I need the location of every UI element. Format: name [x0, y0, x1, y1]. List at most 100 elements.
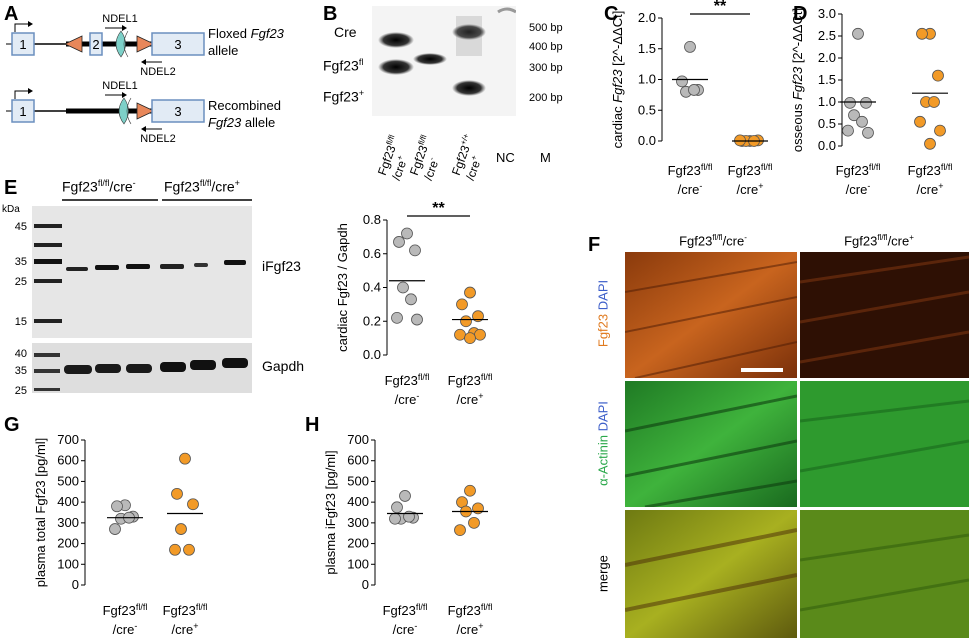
chart-e-point-wt-5 — [391, 311, 403, 324]
chart-d-group-label-wt-line2: /cre- — [846, 181, 871, 197]
gel-lane-label-2: Fgf23fl/fl/cre- — [406, 133, 442, 183]
gel-marker-500: 500 bp — [529, 22, 563, 34]
floxed-ndel2-label: NDEL2 — [140, 66, 175, 78]
chart-d-tick-label-3: 1.5 — [818, 72, 836, 87]
chart-d-tick-label-5: 2.5 — [818, 28, 836, 43]
chart-c-sig-label: ** — [714, 0, 727, 15]
western-blot: kDa 45 35 25 15 40 35 25 iFgf23 Gapdh — [2, 199, 304, 397]
chart-h-tick-label-2: 200 — [347, 536, 369, 551]
wb-ladder-band-15 — [34, 319, 62, 323]
chart-e-point-wt-3 — [397, 281, 409, 294]
chart-c-tick-label-4: 2.0 — [638, 10, 656, 25]
chart-d-point-ko-7 — [924, 137, 936, 150]
chart-d-tick-label-1: 0.5 — [818, 116, 836, 131]
wb-bottom-marker-40: 40 — [15, 348, 27, 360]
chart-d-ylabel: osseous Fgf23 [2^-ΔΔCt] — [790, 8, 805, 152]
chart-e-point-ko-6 — [474, 328, 486, 341]
chart-h-group-label-wt-line1: Fgf23fl/fl — [383, 602, 428, 618]
panel-label-f: F — [588, 234, 601, 256]
chart-g-tick-label-6: 600 — [57, 453, 79, 468]
chart-h-point-ko-5 — [454, 524, 466, 537]
floxed-ndel2-arrowhead — [141, 59, 146, 65]
wb-ladder-band-40 — [34, 243, 62, 247]
chart-g-point-ko-1 — [171, 487, 183, 500]
chart-h-tick-label-7: 700 — [347, 432, 369, 447]
gel-lane-label-nc: NC — [496, 150, 515, 165]
chart-h-group-label-ko-line2: /cre+ — [457, 621, 484, 637]
chart-e-point-ko-0 — [464, 286, 476, 299]
gel-band-label-cre: Cre — [334, 24, 357, 40]
floxed-exon-3-label: 3 — [174, 37, 181, 52]
wb-gapdh-band-5 — [190, 360, 216, 370]
chart-g-group-label-ko-line1: Fgf23fl/fl — [163, 602, 208, 618]
wb-ifgf23-band-5 — [194, 263, 208, 267]
chart-c-point-wt-4 — [688, 84, 700, 96]
gel-marker-well — [497, 7, 516, 14]
recomb-ndel1-arrowhead — [122, 92, 127, 98]
panel-label-c: C — [604, 3, 619, 25]
chart-g-point-ko-5 — [169, 543, 181, 556]
chart-e-tick-label-2: 0.4 — [363, 280, 381, 295]
chart-d-point-wt-3 — [848, 109, 860, 122]
recomb-exon-1 — [11, 99, 35, 123]
wb-group-label-cre-neg: Fgf23fl/fl/cre- — [62, 178, 136, 195]
floxed-allele-label-line2: allele — [208, 43, 238, 58]
micro-row-label-1: Fgf23 DAPI — [595, 279, 611, 348]
wb-gapdh-label: Gapdh — [262, 358, 304, 374]
chart-g-tick-label-1: 100 — [57, 556, 79, 571]
gel-smear-lane3 — [456, 16, 482, 56]
micro-tile-fgf23-ko — [800, 252, 969, 378]
recomb-exon-1-label: 1 — [19, 104, 26, 119]
wb-top-marker-25: 25 — [15, 276, 27, 288]
micro-col-label-2: Fgf23fl/fl/cre+ — [844, 233, 914, 249]
chart-e-group-label-ko-line2: /cre+ — [457, 391, 484, 407]
chart-c-group-label-wt-line1: Fgf23fl/fl — [668, 162, 713, 178]
chart-d-point-wt-2 — [860, 96, 872, 109]
wb-ladder-band-b40 — [34, 353, 60, 357]
chart-h-tick-label-4: 400 — [347, 494, 369, 509]
chart-g-point-wt-1 — [111, 500, 123, 513]
floxed-exon-1 — [11, 32, 35, 56]
chart-c-point-wt-0 — [684, 41, 696, 53]
floxed-frt-site-2 — [123, 30, 129, 58]
chart-c: 0.0 0.5 1.0 1.5 2.0 cardiac Fgf23 [2^-ΔΔCt] **… — [610, 0, 772, 197]
wb-top-membrane — [32, 206, 252, 338]
wb-ladder-band-b35 — [34, 369, 60, 373]
gel-marker-300: 300 bp — [529, 62, 563, 74]
recomb-ndel1-label: NDEL1 — [102, 80, 137, 92]
panel-label-e: E — [4, 177, 18, 199]
chart-g: 0 100 200 300 400 500 600 700 plasma total Fgf23… — [33, 432, 208, 637]
floxed-ndel1-arrowhead — [122, 25, 127, 31]
panel-label-a: A — [4, 3, 19, 25]
chart-c-tick-label-0: 0.0 — [638, 133, 656, 148]
chart-c-tick-label-1: 0.5 — [638, 102, 656, 117]
micro-tile-fgf23-wt — [625, 252, 797, 378]
wb-group-label-cre-pos: Fgf23fl/fl/cre+ — [164, 178, 240, 195]
chart-d-tick-label-0: 0.0 — [818, 138, 836, 153]
chart-h-ylabel: plasma iFgf23 [pg/ml] — [323, 450, 338, 574]
wb-gapdh-band-4 — [160, 362, 186, 372]
floxed-exon-2-label: 2 — [92, 37, 99, 52]
recomb-ndel2-label: NDEL2 — [140, 133, 175, 145]
wb-ladder-band-25 — [34, 279, 62, 283]
wb-gapdh-band-6 — [222, 358, 248, 368]
chart-g-tick-label-2: 200 — [57, 536, 79, 551]
wb-bottom-marker-25: 25 — [15, 385, 27, 397]
chart-c-ylabel: cardiac Fgf23 [2^-ΔΔCt] — [610, 11, 625, 149]
panel-label-g: G — [4, 414, 20, 436]
wb-top-marker-15: 15 — [15, 316, 27, 328]
micro-tile-merge-wt — [625, 510, 797, 638]
chart-d-point-ko-1 — [916, 27, 928, 40]
chart-e-point-ko-2 — [472, 310, 484, 323]
chart-d-point-wt-5 — [842, 124, 854, 137]
floxed-exon-2 — [89, 32, 103, 56]
chart-h-tick-label-5: 500 — [347, 473, 369, 488]
wb-gapdh-band-2 — [95, 364, 121, 373]
chart-e-point-ko-5 — [454, 328, 466, 341]
allele-diagram: 1 2 3 NDEL1 NDEL2 Floxed Fgf23 allele 1 … — [6, 13, 285, 145]
chart-g-ylabel: plasma total Fgf23 [pg/ml] — [33, 438, 48, 588]
floxed-loxp-2 — [136, 35, 155, 53]
chart-c-point-wt-1 — [676, 75, 688, 88]
gel-band-label-wt: Fgf23+ — [323, 88, 365, 105]
